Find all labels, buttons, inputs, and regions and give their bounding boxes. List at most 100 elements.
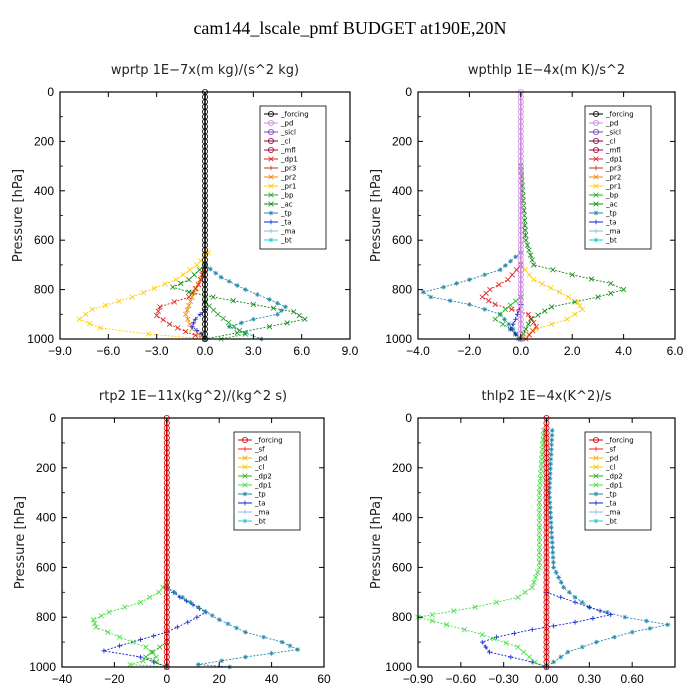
series-marker xyxy=(577,302,583,309)
series-marker xyxy=(528,315,534,322)
series-marker xyxy=(150,649,156,655)
y-tick-label: 800 xyxy=(392,283,412,297)
series-marker xyxy=(566,589,572,595)
series-marker xyxy=(191,272,197,278)
y-tick-label: 1000 xyxy=(29,660,56,674)
legend-marker xyxy=(593,509,599,515)
series-marker xyxy=(572,599,578,605)
x-tick-label: 0.0 xyxy=(512,344,529,358)
series-marker xyxy=(187,298,194,305)
series-marker xyxy=(536,564,543,571)
legend-marker xyxy=(242,491,248,497)
legend-label: _pd xyxy=(280,120,293,128)
legend-marker xyxy=(268,219,274,225)
series-marker xyxy=(512,298,519,304)
series-marker xyxy=(553,569,559,575)
series-marker xyxy=(569,272,575,278)
legend-label: _sf xyxy=(605,446,616,454)
series-marker xyxy=(275,311,280,317)
series-marker xyxy=(548,520,554,525)
legend-marker xyxy=(242,509,248,515)
series-marker xyxy=(218,274,224,280)
series-marker xyxy=(226,324,232,330)
series-marker xyxy=(151,633,157,639)
series-marker xyxy=(182,311,189,317)
legend-marker xyxy=(593,228,599,234)
legend-label: _pr1 xyxy=(280,183,296,191)
series-marker xyxy=(87,320,93,327)
series-marker xyxy=(513,331,519,337)
series-group xyxy=(415,414,671,671)
series-marker xyxy=(479,294,485,300)
series-marker xyxy=(540,427,547,434)
series-marker xyxy=(590,616,596,621)
x-tick-label: 4.0 xyxy=(615,344,632,358)
series-marker xyxy=(196,267,203,273)
series-marker xyxy=(189,324,195,330)
series-marker xyxy=(147,594,153,600)
series-marker xyxy=(536,524,543,531)
series-marker xyxy=(266,323,273,330)
legend-marker xyxy=(268,192,274,198)
series-marker xyxy=(93,624,99,630)
series-marker xyxy=(242,330,248,336)
y-tick-label: 600 xyxy=(392,560,412,574)
series-marker xyxy=(92,620,98,627)
legend-label: _bt xyxy=(280,237,292,245)
series-marker xyxy=(225,621,231,627)
legend-label: _ta xyxy=(280,219,292,227)
series-marker xyxy=(483,644,489,650)
x-tick-label: 6.0 xyxy=(667,344,684,358)
series-marker xyxy=(186,294,192,300)
series-marker xyxy=(195,604,201,610)
x-tick-label: 2.0 xyxy=(564,344,581,358)
series-marker xyxy=(485,298,492,304)
x-tick-label: −2.0 xyxy=(458,344,482,358)
series-marker xyxy=(138,654,143,660)
series-marker xyxy=(197,311,203,317)
series-marker xyxy=(536,559,543,566)
legend-marker xyxy=(593,183,599,189)
series-marker xyxy=(174,624,180,630)
legend-marker xyxy=(593,165,599,171)
panel-title: thlp2 1E−4x(K^2)/s xyxy=(482,389,612,404)
series-marker xyxy=(548,285,554,291)
y-tick-label: 200 xyxy=(36,461,56,475)
series-marker xyxy=(533,574,539,581)
series-marker xyxy=(538,466,544,472)
series-marker xyxy=(665,622,671,628)
series-marker xyxy=(529,257,535,263)
series-group xyxy=(90,414,301,671)
series-marker xyxy=(547,471,553,476)
series-marker xyxy=(572,299,578,305)
series-marker xyxy=(513,316,519,322)
series-marker xyxy=(492,301,498,308)
series-marker xyxy=(467,302,472,307)
x-tick-label: −20 xyxy=(104,672,125,686)
legend-marker xyxy=(593,455,599,461)
legend-marker xyxy=(268,165,274,171)
y-tick-label: 800 xyxy=(34,283,54,297)
series-marker xyxy=(283,304,288,310)
legend-marker xyxy=(268,183,274,189)
series-marker xyxy=(547,475,553,481)
series-marker xyxy=(242,287,248,292)
series-marker xyxy=(102,302,109,308)
series-marker xyxy=(160,317,166,323)
series-marker xyxy=(536,539,543,546)
legend-label: _tp xyxy=(280,210,292,218)
legend-marker xyxy=(268,156,274,162)
legend-label: _ma xyxy=(605,228,621,236)
series-marker xyxy=(170,284,176,290)
series-marker xyxy=(548,515,554,520)
series-marker xyxy=(429,612,435,618)
series-marker xyxy=(530,277,537,283)
series-marker xyxy=(479,639,485,645)
legend-marker xyxy=(593,491,599,497)
series-marker xyxy=(199,331,205,337)
series-marker xyxy=(513,267,520,273)
series-marker xyxy=(290,309,297,315)
x-tick-label: 3.0 xyxy=(245,344,262,358)
legend-label: _tp xyxy=(605,491,617,499)
series-marker xyxy=(579,644,585,650)
